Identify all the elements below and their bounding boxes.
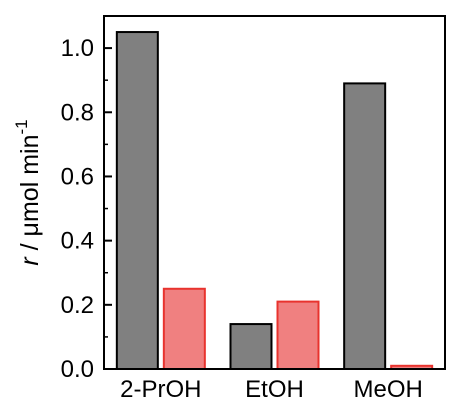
y-axis-label-unit: / μmol min: [16, 135, 44, 258]
y-tick-label: 0.4: [61, 228, 94, 255]
y-tick-label: 0.2: [61, 292, 94, 319]
bar-etoh-series-2: [276, 300, 320, 371]
y-axis-label: r / μmol min-1: [12, 119, 44, 265]
bar-2-proh-series-1: [115, 31, 159, 371]
y-tick-label: 0.6: [61, 163, 94, 190]
x-tick-label: EtOH: [245, 376, 304, 403]
bar-etoh-series-1: [229, 323, 273, 370]
bar-meoh-series-1: [343, 82, 387, 371]
plot-frame: [103, 15, 446, 370]
bars-group: [115, 31, 434, 371]
y-axis-label-exponent: -1: [12, 119, 31, 134]
y-axis-label-symbol: r: [16, 256, 44, 266]
y-tick-label: 1.0: [61, 35, 94, 62]
x-tick-label: 2-PrOH: [120, 376, 201, 403]
y-tick-label: 0.0: [61, 356, 94, 383]
y-ticks-group: 0.0 0.2 0.4 0.6 0.8 1.0: [61, 15, 112, 383]
x-category-labels: 2-PrOH EtOH MeOH: [120, 376, 423, 403]
y-tick-label: 0.8: [61, 99, 94, 126]
bar-2-proh-series-2: [162, 287, 206, 371]
x-tick-label: MeOH: [353, 376, 422, 403]
